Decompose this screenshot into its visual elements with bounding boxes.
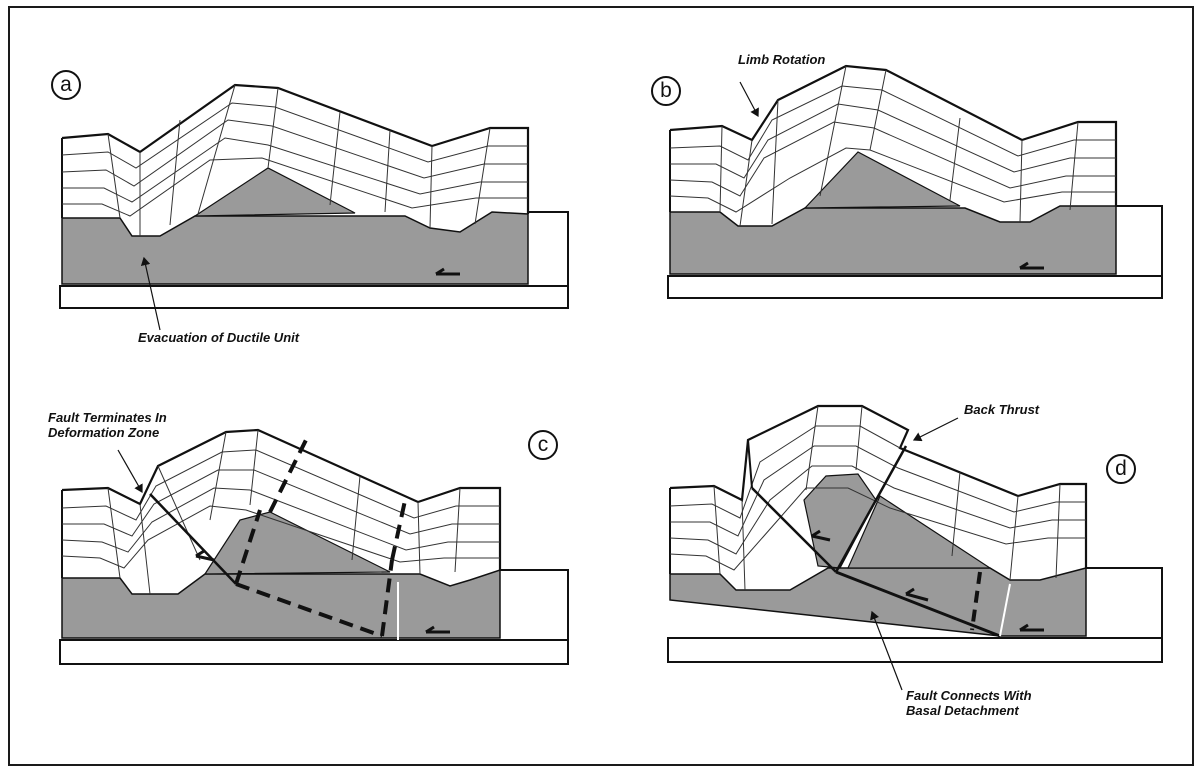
panel-c-annotation-arrow [117,449,143,494]
panel-b-top-surface [669,64,1118,206]
panel-d [667,404,1163,691]
panel-a-annotation-arrow [140,256,161,331]
panel-label-a: a [51,70,81,100]
annotation-fault-terminates-1: Fault Terminates In [48,410,167,425]
panel-d-backstop [1086,567,1163,638]
panel-c-layers [61,429,500,595]
panel-c-thrust-fault [149,493,237,585]
panel-d-ductile-unit [669,567,1087,637]
panel-b-annotation-arrow [739,81,759,118]
annotation-fault-terminates-2: Deformation Zone [48,425,160,440]
panel-d-connecting-fault [835,570,1001,638]
panel-a-slip-arrow [435,267,460,276]
panel-b-ductile-unit [669,205,1117,275]
panel-c-anticline-core [203,511,391,575]
panel-d-back-thrust [834,445,908,573]
panel-a-layers [61,84,528,236]
panel-label-b: b [651,76,681,106]
panel-d-slip-arrow-2 [905,587,929,602]
panel-d-core-right [847,495,993,569]
annotation-evacuation: Evacuation of Ductile Unit [138,330,300,345]
panel-d-top-surface [669,404,1088,568]
annotation-fault-connects-1: Fault Connects With [906,688,1032,703]
panel-d-dashed-fault [970,571,982,631]
panel-d-layers [669,405,1086,591]
panel-b-base-slab [667,275,1163,299]
panel-a-base-slab [59,285,569,309]
panel-d-white-fault [999,583,1011,637]
panel-d-slip-arrow-3 [1019,623,1044,632]
panel-d-fault-arrow [870,610,903,691]
panel-c-backstop [500,569,569,640]
panel-c-ductile-unit [61,568,501,639]
panel-c-base-slab [59,639,569,665]
panel-b [667,64,1163,299]
panel-c [59,428,569,665]
panel-b-backstop [1116,205,1163,276]
panel-d-base-slab [667,637,1163,663]
fold-diagram [59,64,1163,691]
annotation-back-thrust: Back Thrust [964,402,1040,417]
panel-c-top-surface [61,428,502,570]
annotation-fault-connects-2: Basal Detachment [906,703,1019,718]
panel-b-anticline-core [803,151,961,209]
panel-d-thrust-fault [751,487,837,573]
panel-a-backstop [528,211,569,286]
panel-c-dashed-faults [234,439,408,638]
panel-d-backthrust-arrow [912,417,959,442]
panel-b-layers [669,65,1116,227]
panel-c-slip-arrow-2 [425,625,450,634]
panel-d-fault-upper [747,439,753,489]
panel-label-c: c [528,430,558,460]
panel-label-d: d [1106,454,1136,484]
panel-a-anticline-core [192,167,356,217]
panel-c-slip-arrow-1 [195,549,215,562]
panel-a [59,83,569,331]
panel-b-slip-arrow [1019,261,1044,270]
annotation-limb-rotation: Limb Rotation [738,52,826,67]
panel-d-slip-arrow-1 [811,529,831,542]
